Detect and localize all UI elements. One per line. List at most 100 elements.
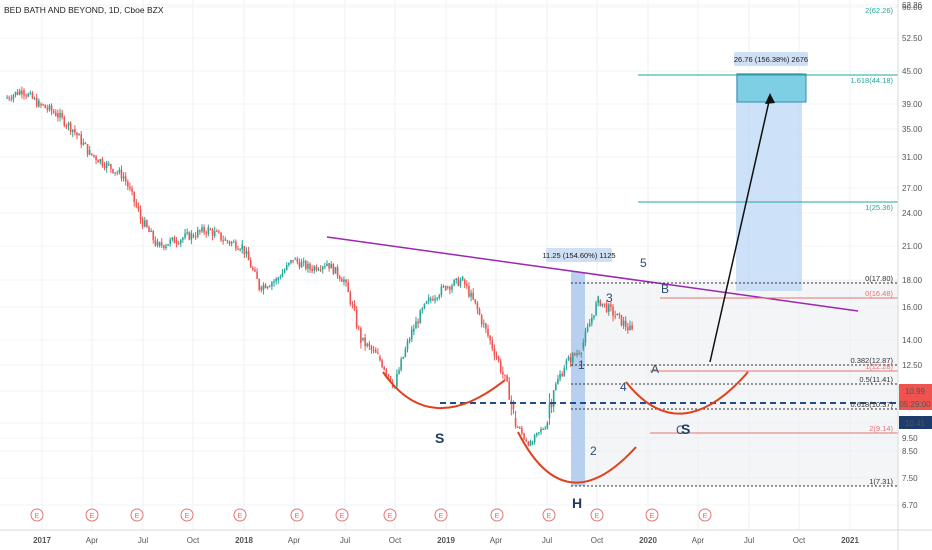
candle-body: [167, 244, 169, 246]
candle-body: [578, 353, 580, 355]
candle-body: [607, 304, 610, 312]
candle-body: [377, 352, 379, 354]
candle-body: [525, 439, 527, 442]
candle-body: [194, 236, 197, 238]
candle-body: [247, 251, 250, 261]
candle-body: [78, 134, 80, 136]
candle-body: [160, 242, 163, 246]
candle-body: [535, 432, 538, 436]
candle-body: [533, 435, 536, 443]
candle-body: [258, 278, 260, 290]
candle-body: [326, 263, 328, 266]
candle-body: [419, 310, 422, 324]
candle-body: [182, 237, 184, 240]
candle-body: [597, 296, 599, 304]
time-axis[interactable]: 2017 Apr Jul Oct 2018 Apr Jul Oct 2019 Apr Jul Oct 2…: [0, 529, 932, 545]
candle-body: [294, 258, 297, 260]
candle-body: [468, 285, 470, 297]
candle-body: [165, 245, 167, 248]
candle-body: [158, 242, 161, 246]
candle-body: [50, 105, 53, 112]
candle-body: [514, 418, 517, 427]
wave-label: A: [651, 362, 659, 376]
fib-level-label: 1(7.31): [869, 477, 893, 486]
earnings-marker: [490, 508, 504, 522]
fib-extension-label: 1.618(44.18): [850, 76, 893, 85]
candle-body: [237, 248, 239, 250]
candle-body: [71, 129, 74, 132]
wave-label: 4: [620, 380, 627, 394]
candle-body: [254, 269, 256, 272]
candle-body: [241, 244, 244, 250]
candle-body: [65, 125, 68, 127]
candle-body: [438, 295, 441, 298]
candle-body: [584, 331, 587, 343]
candle-body: [97, 160, 99, 163]
earnings-marker: [590, 508, 604, 522]
candle-body: [129, 186, 131, 189]
candle-body: [271, 282, 273, 287]
candle-body: [74, 129, 76, 133]
candle-body: [156, 241, 159, 246]
earnings-marker: [180, 508, 194, 522]
candle-body: [512, 401, 515, 410]
candle-body: [523, 433, 525, 440]
candle-body: [120, 169, 123, 179]
candle-body: [497, 356, 500, 361]
earnings-marker: [290, 508, 304, 522]
candle-body: [205, 232, 208, 234]
candle-body: [281, 272, 284, 277]
candle-body: [396, 373, 398, 387]
candle-body: [61, 112, 63, 117]
candle-body: [12, 95, 15, 100]
candle-body: [489, 335, 491, 341]
candle-body: [317, 269, 320, 271]
candle-body: [313, 266, 316, 271]
pattern-label: S: [681, 421, 690, 437]
candle-body: [105, 162, 108, 169]
candle-body: [480, 315, 483, 325]
candle-body: [76, 132, 78, 136]
candle-body: [201, 227, 203, 232]
price-tick-label: 6.70: [902, 501, 918, 510]
candle-body: [485, 323, 487, 329]
candle-body: [599, 300, 602, 306]
candle-body: [518, 427, 521, 429]
candle-body: [470, 292, 472, 297]
candle-body: [268, 286, 271, 288]
candle-body: [618, 313, 621, 315]
candle-body: [141, 218, 144, 227]
candle-body: [605, 303, 608, 312]
candle-body: [455, 278, 458, 280]
countdown-label: 05:29:00: [899, 400, 931, 409]
candle-body: [410, 329, 413, 340]
wave-label: B: [661, 282, 669, 296]
candle-body: [169, 239, 172, 245]
candle-body: [372, 349, 375, 351]
candle-body: [349, 291, 352, 304]
candle-body: [93, 154, 95, 157]
earnings-marker: [130, 508, 144, 522]
current-price-badge: [899, 384, 932, 397]
candle-body: [148, 226, 150, 232]
candle-body: [430, 298, 432, 301]
candle-body: [88, 150, 91, 155]
candle-body: [527, 441, 530, 446]
candle-body: [457, 278, 460, 286]
candle-body: [499, 360, 502, 372]
candle-body: [211, 229, 214, 236]
candle-body: [309, 263, 311, 270]
candle-body: [31, 92, 34, 99]
earnings-marker-label: E: [546, 511, 551, 520]
time-tick-label: 2020: [639, 536, 657, 545]
candle-body: [591, 317, 593, 324]
candle-body: [542, 429, 544, 431]
candle-body: [370, 346, 373, 350]
candle-body: [413, 328, 415, 332]
candle-body: [387, 374, 390, 377]
candle-body: [544, 428, 547, 430]
price-tick-label: 24.00: [902, 209, 923, 218]
candle-body: [173, 237, 176, 244]
